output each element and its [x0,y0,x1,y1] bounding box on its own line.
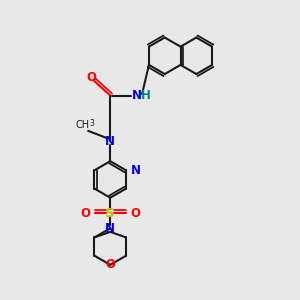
Text: 3: 3 [89,118,94,127]
Text: O: O [86,71,96,84]
Text: O: O [80,206,91,220]
Text: CH: CH [75,120,89,130]
Text: N: N [130,164,140,177]
Text: N: N [105,135,115,148]
Text: O: O [130,206,140,220]
Text: O: O [105,258,115,271]
Text: S: S [105,206,115,220]
Text: H: H [141,89,151,102]
Text: N: N [132,89,142,102]
Text: N: N [105,222,115,235]
